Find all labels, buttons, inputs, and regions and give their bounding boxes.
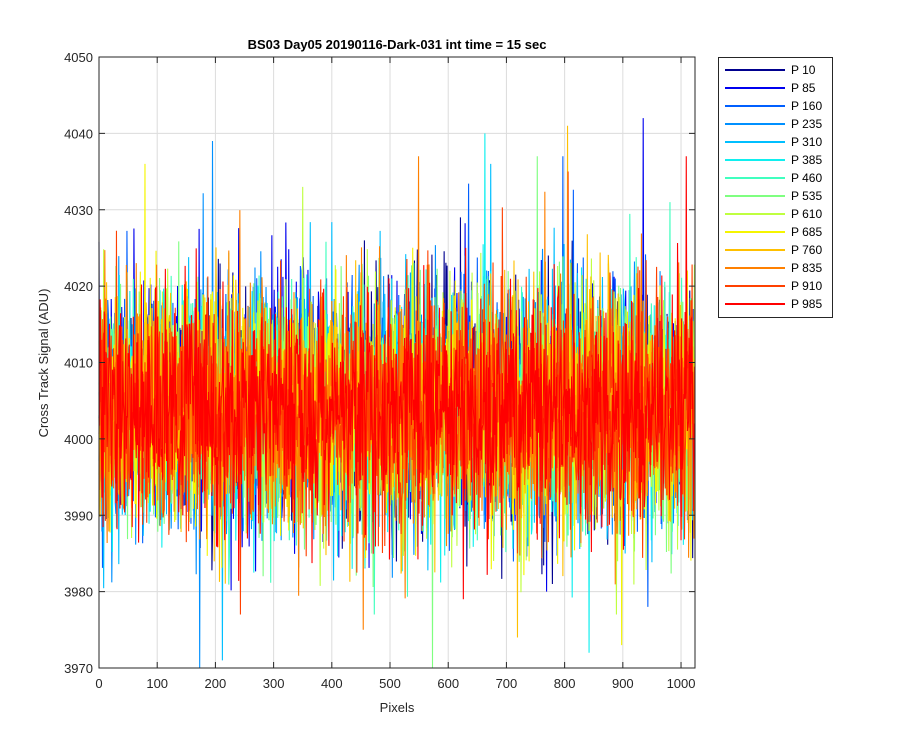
legend-label: P 610 — [791, 207, 823, 221]
legend-label: P 310 — [791, 135, 823, 149]
legend-entry: P 760 — [719, 241, 832, 259]
legend-swatch — [725, 141, 785, 143]
legend-label: P 85 — [791, 81, 816, 95]
legend-swatch — [725, 159, 785, 161]
legend-entry: P 235 — [719, 115, 832, 133]
y-axis-label: Cross Track Signal (ADU) — [36, 289, 51, 438]
legend-label: P 835 — [791, 261, 823, 275]
legend-label: P 985 — [791, 297, 823, 311]
legend-swatch — [725, 105, 785, 107]
legend-entry: P 610 — [719, 205, 832, 223]
legend-label: P 910 — [791, 279, 823, 293]
y-tick-label: 3970 — [64, 661, 93, 676]
legend-entry: P 685 — [719, 223, 832, 241]
y-tick-label: 4030 — [64, 203, 93, 218]
y-tick-label: 4000 — [64, 432, 93, 447]
legend-label: P 685 — [791, 225, 823, 239]
tick-labels: 0 100 200 300 400 500 600 700 800 900 1000 3970 3980… — [64, 50, 695, 691]
legend-label: P 10 — [791, 63, 816, 77]
legend-swatch — [725, 267, 785, 269]
x-tick-label: 800 — [554, 676, 576, 691]
legend-entry: P 460 — [719, 169, 832, 187]
x-tick-label: 100 — [146, 676, 168, 691]
series-line-p-985 — [98, 156, 695, 600]
x-tick-label: 1000 — [667, 676, 696, 691]
legend-label: P 460 — [791, 171, 823, 185]
x-axis-label: Pixels — [380, 700, 415, 715]
x-tick-label: 900 — [612, 676, 634, 691]
chart-title: BS03 Day05 20190116-Dark-031 int time = … — [248, 37, 547, 52]
legend-swatch — [725, 195, 785, 197]
legend-swatch — [725, 285, 785, 287]
legend-swatch — [725, 303, 785, 305]
x-tick-label: 500 — [379, 676, 401, 691]
axes — [98, 56, 696, 669]
legend-swatch — [725, 87, 785, 89]
x-tick-label: 700 — [496, 676, 518, 691]
x-tick-label: 0 — [95, 676, 102, 691]
y-tick-label: 4020 — [64, 279, 93, 294]
y-tick-label: 3990 — [64, 508, 93, 523]
legend-entry: P 385 — [719, 151, 832, 169]
legend-label: P 760 — [791, 243, 823, 257]
y-tick-label: 4050 — [64, 50, 93, 65]
legend-entry: P 535 — [719, 187, 832, 205]
legend: P 10 P 85 P 160 P 235 P 310 P 385 P 460 P 535 P … — [718, 57, 833, 318]
legend-entry: P 10 — [719, 61, 832, 79]
legend-label: P 385 — [791, 153, 823, 167]
legend-swatch — [725, 231, 785, 233]
legend-entry: P 835 — [719, 259, 832, 277]
x-tick-label: 400 — [321, 676, 343, 691]
series-lines — [98, 118, 695, 669]
x-tick-label: 300 — [263, 676, 285, 691]
x-tick-label: 200 — [205, 676, 227, 691]
legend-entry: P 160 — [719, 97, 832, 115]
legend-swatch — [725, 213, 785, 215]
y-tick-label: 3980 — [64, 585, 93, 600]
y-tick-label: 4040 — [64, 126, 93, 141]
legend-entry: P 985 — [719, 295, 832, 313]
legend-entry: P 310 — [719, 133, 832, 151]
y-tick-label: 4010 — [64, 356, 93, 371]
legend-entry: P 85 — [719, 79, 832, 97]
legend-label: P 160 — [791, 99, 823, 113]
x-tick-label: 600 — [437, 676, 459, 691]
legend-swatch — [725, 249, 785, 251]
legend-label: P 535 — [791, 189, 823, 203]
legend-label: P 235 — [791, 117, 823, 131]
legend-swatch — [725, 69, 785, 71]
legend-swatch — [725, 123, 785, 125]
legend-entry: P 910 — [719, 277, 832, 295]
legend-swatch — [725, 177, 785, 179]
